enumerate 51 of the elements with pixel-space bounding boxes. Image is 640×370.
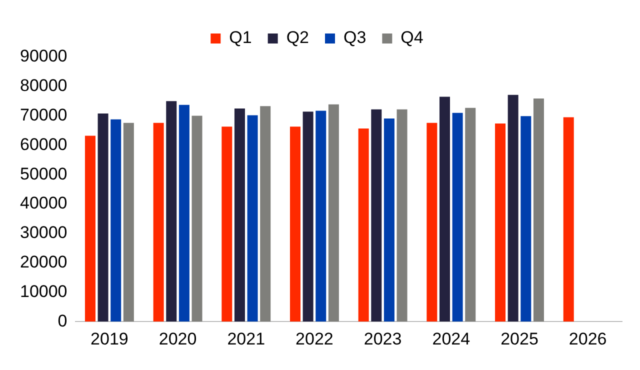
bar bbox=[465, 108, 476, 322]
bar bbox=[247, 115, 258, 322]
bar bbox=[178, 104, 190, 322]
y-tick-label: 0 bbox=[58, 311, 68, 330]
bar bbox=[234, 108, 245, 322]
bar bbox=[396, 109, 408, 322]
bar bbox=[302, 112, 314, 322]
bar bbox=[328, 104, 339, 322]
bar bbox=[260, 106, 271, 322]
legend-label: Q1 bbox=[229, 28, 252, 48]
x-tick-label: 2021 bbox=[227, 329, 266, 348]
y-tick-label: 40000 bbox=[20, 194, 68, 213]
bar bbox=[123, 122, 134, 322]
y-tick-label: 20000 bbox=[20, 252, 68, 272]
bar bbox=[98, 113, 108, 322]
bar bbox=[384, 118, 394, 322]
y-tick-label: 50000 bbox=[20, 164, 68, 184]
bar bbox=[84, 136, 96, 322]
y-tick-label: 80000 bbox=[20, 76, 68, 96]
y-tick-label: 60000 bbox=[20, 134, 68, 154]
x-tick-label: 2024 bbox=[432, 329, 470, 348]
bar bbox=[452, 112, 463, 322]
bar bbox=[222, 126, 232, 322]
bar bbox=[520, 116, 532, 322]
bar bbox=[533, 98, 544, 322]
x-tick-label: 2026 bbox=[568, 329, 607, 348]
bar bbox=[316, 110, 326, 322]
legend-label: Q2 bbox=[286, 28, 310, 48]
bar bbox=[508, 94, 518, 322]
y-tick-label: 30000 bbox=[20, 223, 68, 242]
y-tick-label: 10000 bbox=[20, 282, 68, 301]
bar bbox=[110, 119, 122, 322]
bar bbox=[290, 126, 300, 322]
y-tick-label: 70000 bbox=[20, 105, 68, 124]
bar bbox=[358, 128, 369, 322]
x-tick-label: 2020 bbox=[158, 329, 197, 348]
bar bbox=[426, 122, 438, 322]
x-tick-label: 2023 bbox=[364, 329, 402, 348]
bar bbox=[371, 109, 382, 322]
legend-label: Q3 bbox=[344, 28, 366, 48]
legend-label: Q4 bbox=[400, 28, 424, 48]
bar bbox=[495, 123, 506, 322]
y-tick-label: 90000 bbox=[20, 46, 68, 66]
bar bbox=[563, 117, 574, 322]
bar bbox=[192, 116, 202, 322]
x-tick-label: 2019 bbox=[90, 329, 128, 348]
bar bbox=[166, 101, 177, 322]
bar bbox=[439, 96, 450, 322]
bar bbox=[153, 122, 164, 322]
x-tick-label: 2025 bbox=[500, 329, 538, 348]
x-tick-label: 2022 bbox=[296, 329, 334, 348]
